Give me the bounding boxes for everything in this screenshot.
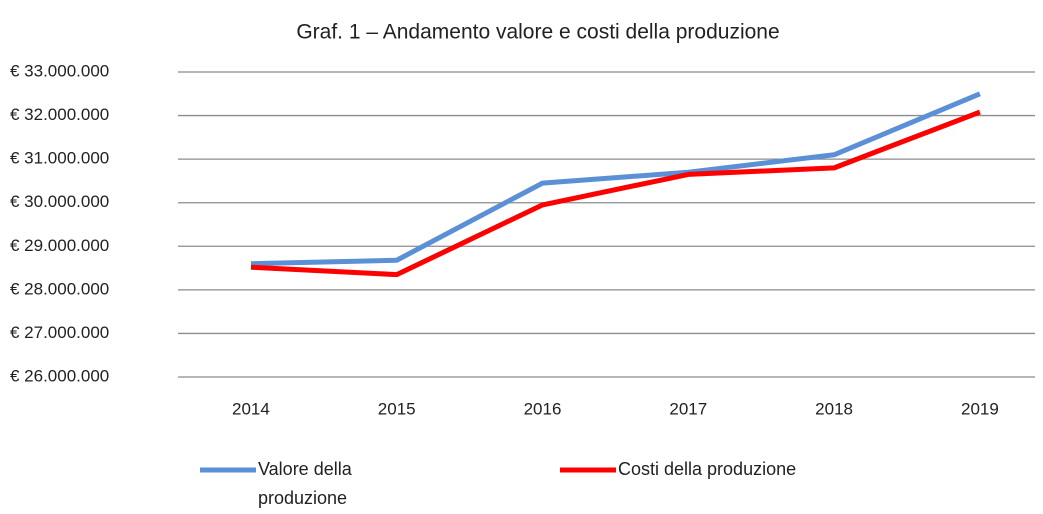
y-tick-label: € 26.000.000 bbox=[10, 366, 109, 385]
series-line bbox=[250, 91, 981, 267]
x-tick-label: 2015 bbox=[378, 399, 416, 418]
y-tick-label: € 31.000.000 bbox=[10, 149, 109, 168]
y-tick-label: € 32.000.000 bbox=[10, 105, 109, 124]
x-tick-label: 2014 bbox=[232, 399, 270, 418]
x-tick-label: 2017 bbox=[669, 399, 707, 418]
y-tick-label: € 33.000.000 bbox=[10, 61, 109, 80]
legend-label: Costi della produzione bbox=[618, 459, 797, 479]
x-tick-label: 2018 bbox=[815, 399, 853, 418]
y-tick-label: € 30.000.000 bbox=[10, 192, 109, 211]
y-tick-label: € 27.000.000 bbox=[10, 323, 109, 342]
series-line bbox=[250, 109, 981, 278]
y-tick-label: € 29.000.000 bbox=[10, 236, 109, 255]
chart-title: Graf. 1 – Andamento valore e costi della… bbox=[296, 21, 779, 44]
legend-label: Valore della produzione bbox=[258, 459, 352, 508]
x-tick-label: 2019 bbox=[961, 399, 999, 418]
x-tick-label: 2016 bbox=[524, 399, 562, 418]
y-tick-label: € 28.000.000 bbox=[10, 279, 109, 298]
